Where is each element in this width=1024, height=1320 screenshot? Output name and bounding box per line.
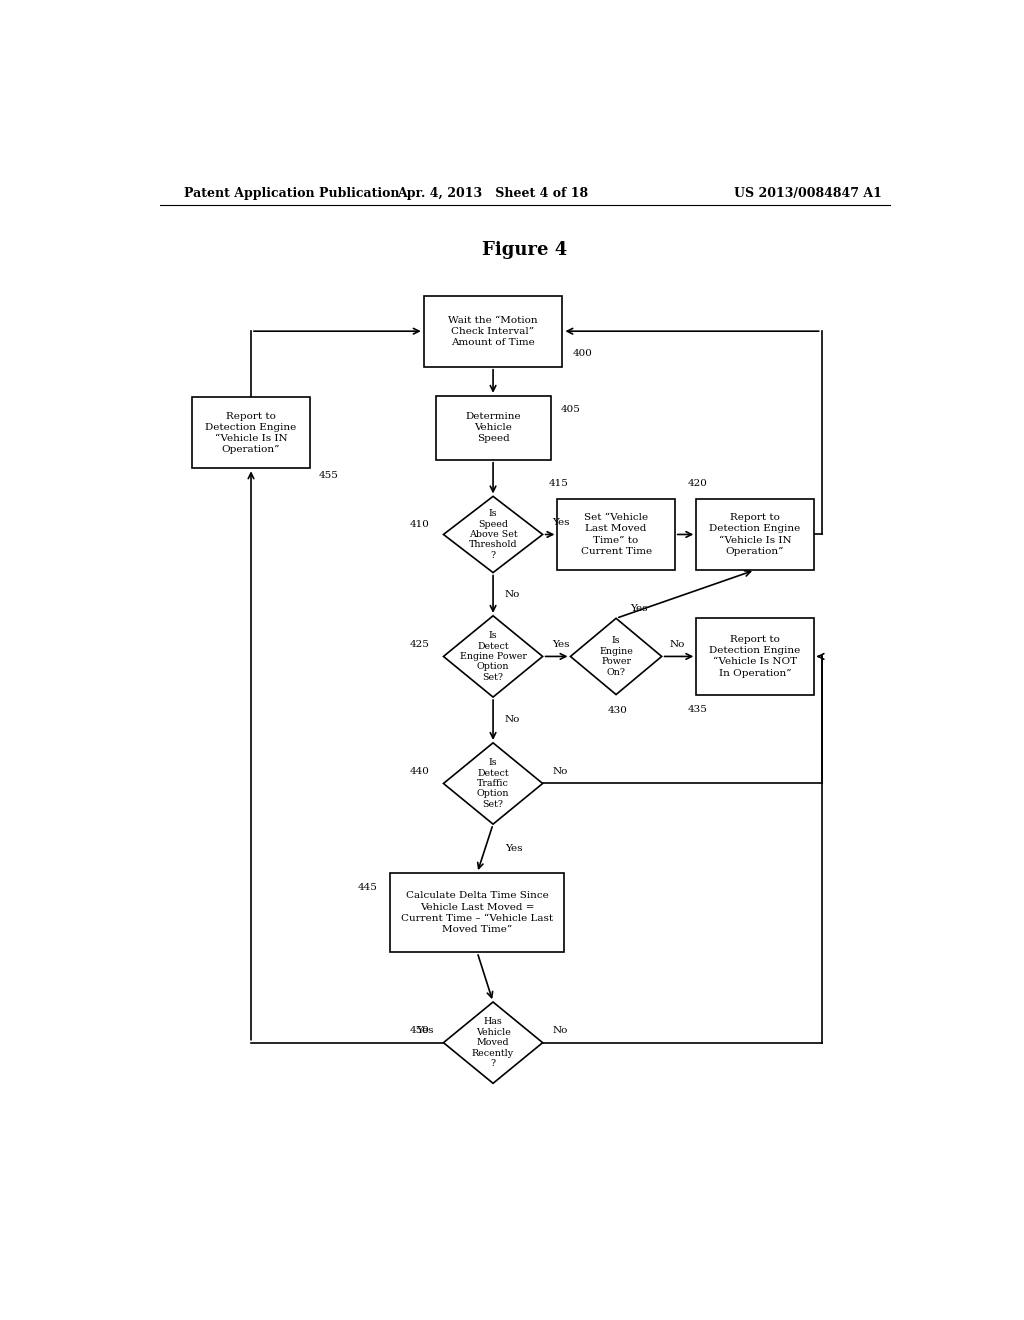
Text: No: No: [670, 640, 685, 648]
Text: 415: 415: [549, 479, 568, 488]
FancyBboxPatch shape: [696, 499, 814, 570]
Text: 430: 430: [608, 706, 628, 715]
Text: Wait the “Motion
Check Interval”
Amount of Time: Wait the “Motion Check Interval” Amount …: [449, 315, 538, 347]
Text: Report to
Detection Engine
“Vehicle Is IN
Operation”: Report to Detection Engine “Vehicle Is I…: [206, 412, 297, 454]
FancyBboxPatch shape: [435, 396, 551, 459]
Polygon shape: [443, 615, 543, 697]
Text: No: No: [505, 590, 520, 599]
Polygon shape: [443, 496, 543, 573]
Text: 455: 455: [318, 471, 338, 480]
Text: Yes: Yes: [631, 603, 648, 612]
Text: Calculate Delta Time Since
Vehicle Last Moved =
Current Time – “Vehicle Last
Mov: Calculate Delta Time Since Vehicle Last …: [401, 891, 553, 933]
Text: Yes: Yes: [505, 843, 522, 853]
Text: Apr. 4, 2013   Sheet 4 of 18: Apr. 4, 2013 Sheet 4 of 18: [397, 187, 589, 201]
Text: Report to
Detection Engine
“Vehicle Is IN
Operation”: Report to Detection Engine “Vehicle Is I…: [710, 513, 801, 556]
Text: Patent Application Publication: Patent Application Publication: [183, 187, 399, 201]
Text: No: No: [552, 767, 567, 776]
Polygon shape: [443, 1002, 543, 1084]
Polygon shape: [443, 743, 543, 824]
Text: 400: 400: [572, 348, 592, 358]
Text: Report to
Detection Engine
“Vehicle Is NOT
In Operation”: Report to Detection Engine “Vehicle Is N…: [710, 635, 801, 677]
Text: Yes: Yes: [552, 517, 569, 527]
FancyBboxPatch shape: [193, 397, 309, 469]
Text: 420: 420: [687, 479, 708, 488]
Text: No: No: [505, 715, 520, 725]
Text: Is
Engine
Power
On?: Is Engine Power On?: [599, 636, 633, 677]
Text: Has
Vehicle
Moved
Recently
?: Has Vehicle Moved Recently ?: [472, 1018, 514, 1068]
Text: Is
Detect
Engine Power
Option
Set?: Is Detect Engine Power Option Set?: [460, 631, 526, 681]
FancyBboxPatch shape: [696, 618, 814, 694]
Text: Yes: Yes: [552, 640, 569, 648]
Text: 440: 440: [410, 767, 430, 776]
Text: Determine
Vehicle
Speed: Determine Vehicle Speed: [465, 412, 521, 444]
Text: 425: 425: [410, 640, 430, 648]
Text: 435: 435: [687, 705, 708, 714]
Text: Is
Detect
Traffic
Option
Set?: Is Detect Traffic Option Set?: [477, 758, 509, 809]
Text: US 2013/0084847 A1: US 2013/0084847 A1: [734, 187, 882, 201]
Text: Figure 4: Figure 4: [482, 240, 567, 259]
Polygon shape: [570, 618, 662, 694]
Text: No: No: [552, 1026, 567, 1035]
FancyBboxPatch shape: [424, 296, 562, 367]
Text: Yes: Yes: [417, 1026, 434, 1035]
Text: 405: 405: [560, 405, 581, 414]
Text: Set “Vehicle
Last Moved
Time” to
Current Time: Set “Vehicle Last Moved Time” to Current…: [581, 513, 651, 556]
FancyBboxPatch shape: [390, 873, 564, 952]
Text: 445: 445: [358, 883, 378, 891]
Text: 450: 450: [410, 1026, 430, 1035]
Text: 410: 410: [410, 520, 430, 529]
FancyBboxPatch shape: [557, 499, 675, 570]
Text: Is
Speed
Above Set
Threshold
?: Is Speed Above Set Threshold ?: [469, 510, 517, 560]
